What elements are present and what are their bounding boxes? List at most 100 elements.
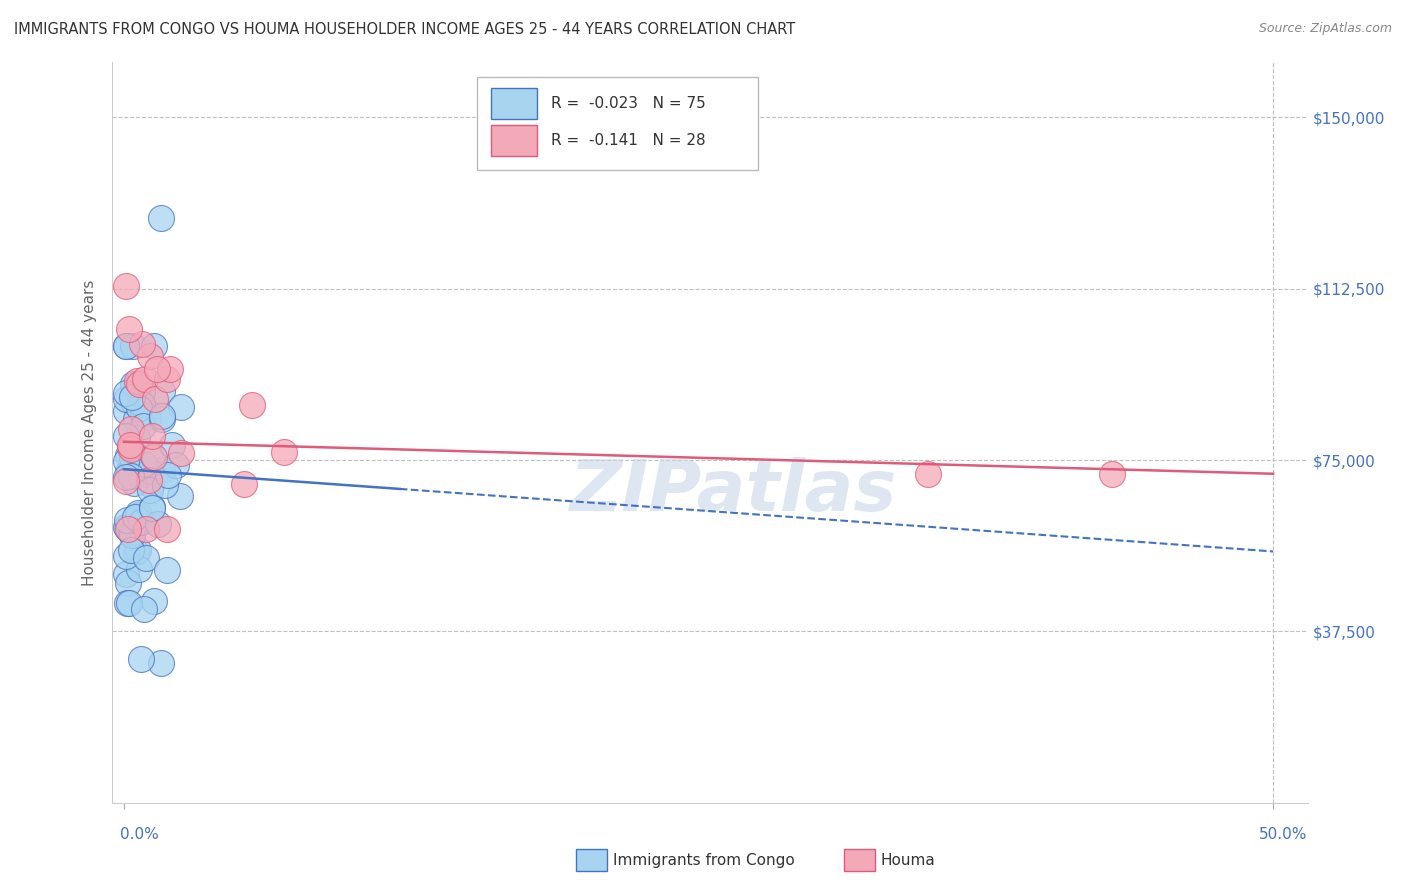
Point <box>233 476 256 491</box>
Point <box>273 445 295 459</box>
Point <box>139 483 162 497</box>
Point <box>128 401 150 416</box>
Point <box>118 322 141 336</box>
Point <box>132 418 155 433</box>
Point <box>117 576 139 591</box>
Point <box>139 477 162 491</box>
Point <box>142 450 165 464</box>
Text: Houma: Houma <box>880 854 935 868</box>
Point <box>143 339 166 353</box>
Point <box>117 449 139 463</box>
Point <box>165 458 187 472</box>
FancyBboxPatch shape <box>491 126 537 156</box>
Point <box>240 398 263 412</box>
Point <box>125 545 148 559</box>
Point <box>124 467 146 482</box>
Point <box>125 378 148 392</box>
Point <box>121 339 143 353</box>
Point <box>135 550 157 565</box>
Point <box>128 542 150 557</box>
Point <box>143 392 166 406</box>
Point <box>128 508 150 523</box>
Point <box>121 390 143 404</box>
Point <box>139 349 162 363</box>
Point <box>150 409 173 423</box>
Point <box>120 469 142 483</box>
Point <box>115 521 138 535</box>
Point <box>153 478 176 492</box>
Point <box>115 469 138 483</box>
Point <box>121 451 143 466</box>
Point <box>120 543 142 558</box>
Text: 50.0%: 50.0% <box>1260 827 1308 841</box>
Text: 0.0%: 0.0% <box>120 827 159 841</box>
Point <box>120 422 142 436</box>
Text: R =  -0.023   N = 75: R = -0.023 N = 75 <box>551 96 706 112</box>
Point <box>141 429 163 443</box>
Point <box>115 595 138 609</box>
Point <box>128 396 150 410</box>
Point <box>125 411 148 425</box>
Point <box>138 473 160 487</box>
Point <box>115 339 138 353</box>
Point <box>145 361 167 376</box>
Point <box>159 361 181 376</box>
Point <box>120 462 142 476</box>
Point <box>156 372 179 386</box>
Point <box>115 566 138 581</box>
Point <box>117 522 139 536</box>
Point <box>115 475 138 489</box>
Point <box>128 562 150 576</box>
Point <box>127 507 149 521</box>
Point <box>128 377 150 392</box>
Point <box>131 397 153 411</box>
Point <box>143 594 166 608</box>
Point <box>118 596 141 610</box>
Point <box>134 372 156 386</box>
Point <box>170 400 193 414</box>
Point <box>170 446 193 460</box>
Point <box>136 409 159 424</box>
Point <box>917 467 939 481</box>
Point <box>128 468 150 483</box>
Point <box>141 500 163 514</box>
Point <box>135 522 157 536</box>
Point <box>125 431 148 445</box>
Point <box>125 517 148 532</box>
Point <box>115 429 138 443</box>
Point <box>156 522 179 536</box>
Text: Source: ZipAtlas.com: Source: ZipAtlas.com <box>1258 22 1392 36</box>
Point <box>121 528 143 542</box>
Point <box>115 279 138 293</box>
Point <box>115 520 138 534</box>
Point <box>139 464 162 478</box>
Point <box>142 449 165 463</box>
Point <box>169 489 191 503</box>
Point <box>150 462 173 476</box>
Point <box>121 376 143 391</box>
Point <box>141 501 163 516</box>
Point <box>132 407 155 421</box>
Point <box>157 468 180 483</box>
Point <box>149 211 172 225</box>
Point <box>124 476 146 491</box>
Point <box>131 337 153 351</box>
Point <box>115 392 138 406</box>
Point <box>115 386 138 401</box>
Point <box>120 440 142 454</box>
Point <box>150 657 173 671</box>
Text: ZIPatlas: ZIPatlas <box>571 458 897 526</box>
Point <box>115 404 138 418</box>
Point <box>1101 467 1123 481</box>
Point <box>132 602 155 616</box>
Point <box>160 438 183 452</box>
Y-axis label: Householder Income Ages 25 - 44 years: Householder Income Ages 25 - 44 years <box>82 279 97 586</box>
Point <box>150 384 173 399</box>
Point <box>115 454 138 468</box>
Point <box>120 442 142 456</box>
Point <box>122 396 145 410</box>
Text: R =  -0.141   N = 28: R = -0.141 N = 28 <box>551 134 706 148</box>
Point <box>131 384 153 398</box>
Point <box>150 411 173 425</box>
Point <box>115 339 138 353</box>
